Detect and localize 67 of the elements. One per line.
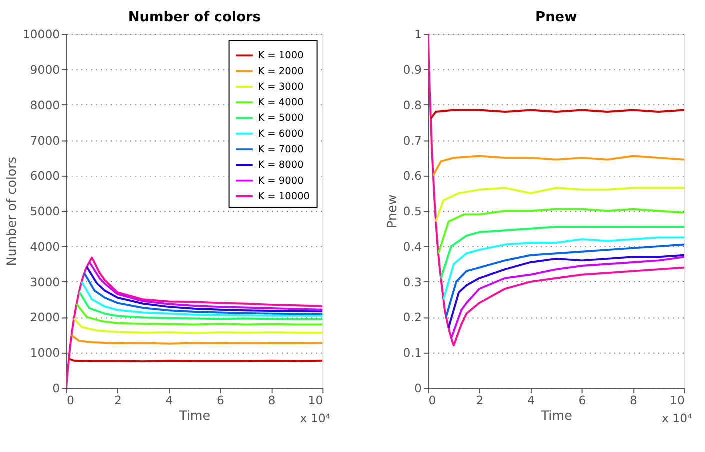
line-series: [83, 272, 323, 316]
y-tick-label: 10000: [22, 28, 60, 42]
line-series: [442, 236, 684, 301]
y-tick-label: 2000: [30, 310, 60, 325]
line-series: [448, 254, 684, 329]
y-tick-label: 5000: [30, 204, 60, 219]
legend-label: K = 4000: [258, 98, 304, 109]
y-tick-label: 1000: [30, 346, 60, 360]
legend-label: K = 7000: [258, 144, 304, 156]
legend-label: K = 6000: [258, 128, 304, 140]
legend-label: K = 8000: [258, 160, 304, 172]
y-tick-label: 9000: [30, 62, 60, 77]
line-series: [438, 208, 684, 255]
chart-title: Pnew: [536, 9, 578, 26]
y-tick-label: 3000: [30, 275, 60, 290]
x-tick-label: 8: [630, 393, 638, 408]
line-series: [78, 290, 323, 320]
x-axis-title: Time: [178, 408, 211, 423]
y-tick-label: 0.2: [403, 310, 422, 325]
x-tick-label: 6: [216, 393, 224, 408]
chart-title: Number of colors: [128, 9, 261, 26]
line-series: [73, 318, 323, 334]
y-tick-label: 7000: [30, 134, 60, 148]
x-tick-label: 10: [670, 393, 685, 408]
y-tick-label: 6000: [30, 169, 60, 184]
y-tick-label: 4000: [30, 240, 60, 254]
legend-label: K = 3000: [258, 82, 304, 93]
line-series: [70, 334, 323, 345]
line-series: [428, 34, 684, 347]
y-tick-label: 0: [414, 382, 422, 396]
y-axis-title: Number of colors: [4, 157, 19, 266]
legend-label: K = 10000: [258, 191, 310, 202]
line-series: [80, 280, 323, 317]
x-tick-label: 4: [528, 393, 535, 408]
line-series: [434, 187, 684, 223]
x-tick-label: 0: [428, 393, 436, 408]
x-tick-label: 4: [166, 393, 174, 408]
y-tick-label: 8000: [30, 98, 60, 112]
line-series: [432, 155, 684, 177]
y-tick-label: 0.7: [403, 134, 422, 148]
x-tick-label: 6: [578, 393, 586, 408]
x-tick-label: 0: [66, 393, 74, 408]
y-tick-label: 0.1: [403, 346, 422, 360]
line-series: [450, 256, 684, 340]
x-tick-label: 10: [308, 393, 324, 408]
text: x 10⁴: [300, 411, 331, 426]
text: x 10⁴: [662, 411, 693, 426]
legend-label: K = 1000: [258, 50, 304, 62]
x-tick-label: 2: [476, 393, 484, 408]
x-tick-label: 8: [268, 393, 276, 408]
x-axis-title: Time: [540, 408, 573, 423]
line-series: [76, 303, 323, 326]
line-series: [440, 226, 684, 280]
line-series: [445, 244, 684, 318]
legend-label: K = 9000: [258, 176, 304, 187]
legend-label: K = 5000: [258, 113, 304, 124]
y-tick-label: 0.9: [403, 62, 422, 77]
y-tick-label: 0.5: [403, 204, 422, 219]
y-axis-title: Pnew: [384, 194, 400, 228]
y-tick-label: 0.6: [403, 169, 422, 184]
y-tick-label: 0.3: [403, 275, 422, 290]
x-tick-label: 2: [114, 393, 122, 408]
y-tick-label: 0: [52, 382, 60, 396]
legend-label: K = 2000: [258, 66, 304, 78]
y-tick-label: 1: [414, 28, 422, 42]
y-tick-label: 0.4: [403, 240, 422, 254]
y-tick-label: 0.8: [403, 98, 422, 112]
